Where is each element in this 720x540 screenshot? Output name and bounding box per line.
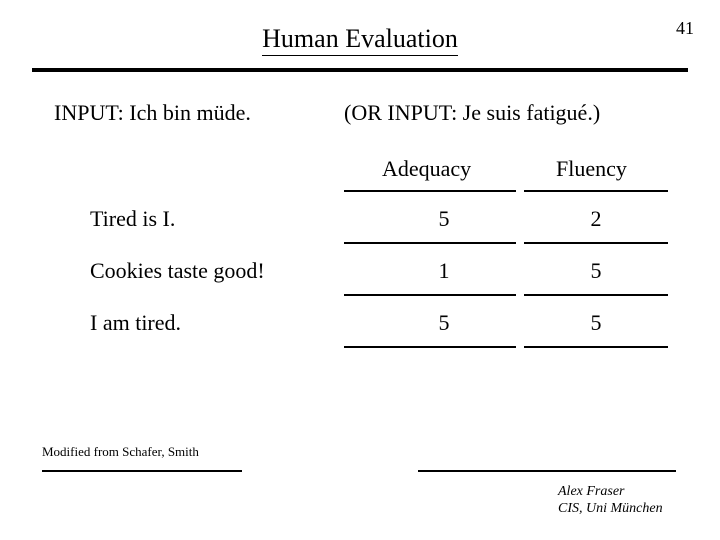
table-rule xyxy=(524,346,668,348)
table-rule xyxy=(344,242,516,244)
slide-title-text: Human Evaluation xyxy=(262,24,458,56)
slide: 41 Human Evaluation INPUT: Ich bin müde.… xyxy=(0,0,720,540)
table-rule xyxy=(344,190,516,192)
row-label: Cookies taste good! xyxy=(90,258,265,284)
input-left: INPUT: Ich bin müde. xyxy=(54,100,251,126)
table-rule xyxy=(524,242,668,244)
table-rule xyxy=(524,190,668,192)
row-label: I am tired. xyxy=(90,310,181,336)
table-rule xyxy=(344,346,516,348)
title-underline xyxy=(32,68,688,72)
footnote-modified: Modified from Schafer, Smith xyxy=(42,444,199,460)
cell-adequacy: 1 xyxy=(424,258,464,284)
table-rule xyxy=(524,294,668,296)
cell-fluency: 5 xyxy=(576,310,616,336)
author-name: Alex Fraser xyxy=(558,484,663,501)
author-affiliation: CIS, Uni München xyxy=(558,501,663,518)
cell-adequacy: 5 xyxy=(424,310,464,336)
footer-rule xyxy=(418,470,676,472)
input-right: (OR INPUT: Je suis fatigué.) xyxy=(344,100,600,126)
column-header-fluency: Fluency xyxy=(556,156,627,182)
cell-fluency: 2 xyxy=(576,206,616,232)
column-header-adequacy: Adequacy xyxy=(382,156,471,182)
table-rule xyxy=(344,294,516,296)
cell-fluency: 5 xyxy=(576,258,616,284)
row-label: Tired is I. xyxy=(90,206,175,232)
footer-rule xyxy=(42,470,242,472)
slide-title: Human Evaluation xyxy=(0,24,720,54)
cell-adequacy: 5 xyxy=(424,206,464,232)
author-block: Alex Fraser CIS, Uni München xyxy=(558,484,663,518)
